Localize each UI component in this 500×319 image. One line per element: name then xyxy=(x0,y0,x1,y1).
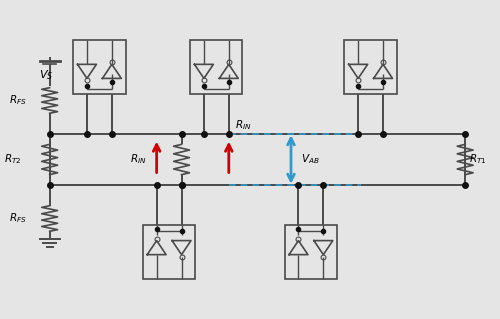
Text: $V_S$: $V_S$ xyxy=(38,68,53,82)
Text: $R_{FS}$: $R_{FS}$ xyxy=(8,211,26,226)
Bar xyxy=(344,40,397,94)
Text: $R_{FS}$: $R_{FS}$ xyxy=(8,93,26,108)
Bar xyxy=(143,225,195,279)
Text: $R_{T2}$: $R_{T2}$ xyxy=(4,152,22,167)
Text: $V_{AB}$: $V_{AB}$ xyxy=(301,152,320,167)
Bar xyxy=(74,40,126,94)
Text: $R_{IN}$: $R_{IN}$ xyxy=(235,119,252,132)
Bar xyxy=(285,225,337,279)
Bar xyxy=(190,40,242,94)
Text: $R_{T1}$: $R_{T1}$ xyxy=(469,152,487,167)
Text: $R_{IN}$: $R_{IN}$ xyxy=(130,152,146,167)
